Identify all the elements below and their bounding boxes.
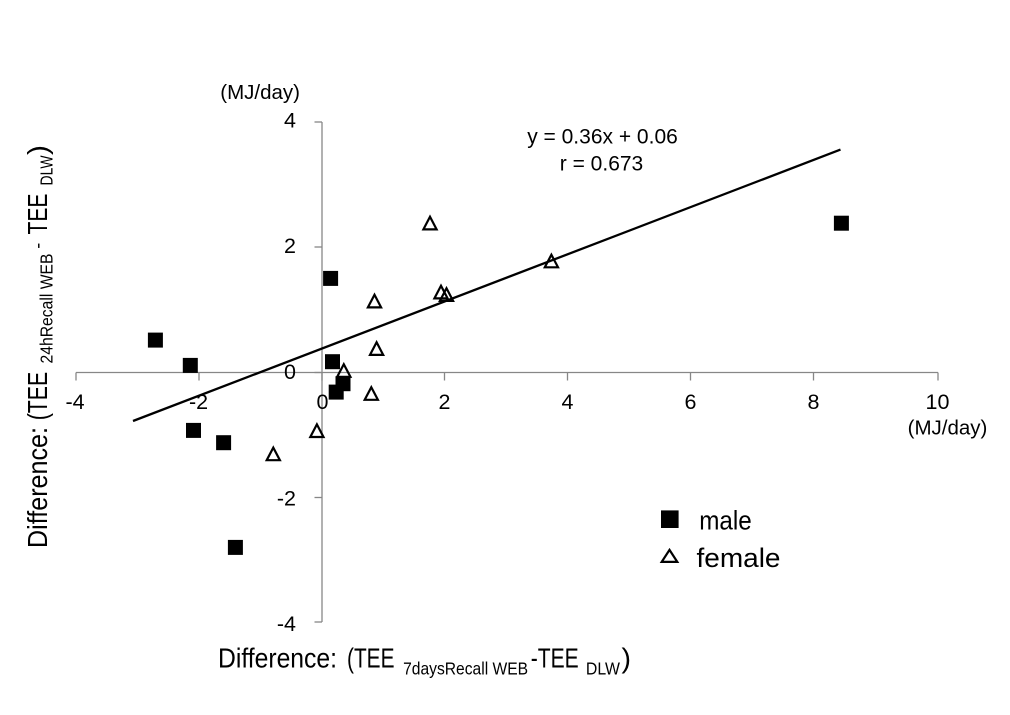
svg-text:0: 0 xyxy=(284,360,296,384)
svg-text:0: 0 xyxy=(317,390,329,414)
svg-text:8: 8 xyxy=(808,390,820,414)
svg-text:4: 4 xyxy=(284,109,296,133)
svg-text:): ) xyxy=(622,643,632,674)
svg-text:DLW: DLW xyxy=(586,658,621,678)
svg-text:2: 2 xyxy=(439,390,451,414)
svg-text:-2: -2 xyxy=(277,487,296,511)
svg-text:DLW: DLW xyxy=(37,155,57,186)
svg-text:y = 0.36x + 0.06: y = 0.36x + 0.06 xyxy=(527,126,678,149)
svg-text:(TEE: (TEE xyxy=(347,643,395,674)
svg-text:10: 10 xyxy=(926,390,950,414)
svg-text:-4: -4 xyxy=(277,612,296,636)
svg-text:(MJ/day): (MJ/day) xyxy=(908,417,988,440)
svg-text:-2: -2 xyxy=(189,390,208,414)
svg-text:Difference:: Difference: xyxy=(218,643,337,674)
svg-text:TEE: TEE xyxy=(22,194,53,235)
svg-text:female: female xyxy=(697,543,781,573)
svg-text:r = 0.673: r = 0.673 xyxy=(560,153,643,176)
svg-text:-TEE: -TEE xyxy=(531,643,579,674)
svg-text:-4: -4 xyxy=(65,390,84,414)
svg-text:Difference:: Difference: xyxy=(22,427,53,548)
svg-text:(MJ/day): (MJ/day) xyxy=(220,81,300,104)
svg-text:7daysRecall WEB: 7daysRecall WEB xyxy=(403,658,528,678)
svg-text:4: 4 xyxy=(562,390,574,414)
svg-text:24hRecall WEB: 24hRecall WEB xyxy=(37,254,57,364)
svg-text:-: - xyxy=(28,243,48,249)
svg-text:(TEE: (TEE xyxy=(22,372,53,421)
svg-text:6: 6 xyxy=(685,390,697,414)
svg-text:male: male xyxy=(699,505,752,535)
svg-text:2: 2 xyxy=(284,234,296,258)
svg-text:): ) xyxy=(22,145,53,155)
